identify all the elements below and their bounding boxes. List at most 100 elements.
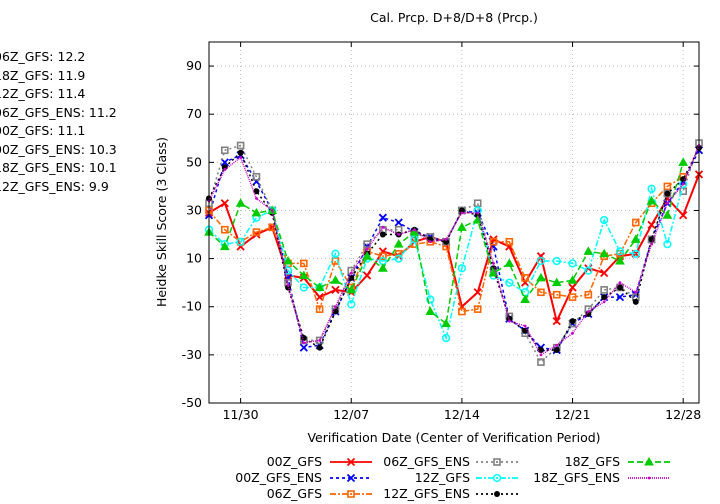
data-point [662,210,673,219]
x-axis-label: Verification Date (Center of Verificatio… [307,430,600,445]
data-point [330,275,341,284]
data-point [678,157,689,166]
legend: 00Z_GFS 06Z_GFS_ENS 18Z_GFS 00Z_GFS_ENS 12Z_… [235,454,670,501]
series-18z-gfs-ens [207,144,701,357]
legend-label: 00Z_GFS [267,454,322,469]
data-point [318,339,322,342]
data-point [537,347,544,354]
data-point [347,490,355,498]
data-point [457,222,467,231]
data-point [536,272,546,282]
data-point [555,343,559,347]
data-point [283,255,293,265]
data-point [394,254,403,263]
x-tick-label: 12/14 [444,407,480,422]
data-point [584,266,593,275]
data-point [298,270,309,279]
data-point [223,168,227,171]
data-point [252,172,261,181]
data-point [663,240,672,249]
data-point [397,233,401,236]
data-point [539,353,543,357]
data-point [458,207,465,214]
data-point [507,319,511,323]
data-point [600,268,609,278]
data-point [552,256,561,266]
data-point [681,182,685,186]
y-tick-label: -10 [182,299,202,314]
data-point [537,288,545,297]
data-point [504,258,515,267]
data-point [634,290,638,294]
data-point [270,209,274,212]
data-point [362,251,372,260]
data-point [363,240,371,248]
data-point [473,305,482,313]
data-point [505,278,514,287]
y-tick-label: -30 [182,347,202,362]
data-point [300,259,308,268]
data-point [441,333,451,343]
data-point [315,305,324,313]
data-point [522,327,529,334]
data-point [378,213,388,222]
data-point [631,249,640,258]
data-point [460,211,464,215]
data-point [314,282,325,291]
data-point [583,246,594,255]
legend-label: 18Z_GFS [565,454,620,469]
series-12z-gfs-ens [206,144,702,354]
data-point [379,252,387,260]
data-point [316,344,323,351]
data-point [521,274,529,282]
data-point [347,300,356,309]
data-point [679,187,687,196]
data-point [599,248,610,258]
score-ranking-item: 12Z_GFS_ENS: 9.9 [0,178,109,194]
data-point [252,228,261,236]
data-point [378,263,388,272]
data-point [426,295,435,304]
data-point [413,228,416,232]
data-point [630,234,641,243]
data-point [473,288,482,297]
legend-label: 00Z_GFS_ENS [235,470,322,485]
data-point [568,259,577,268]
data-point [381,225,385,229]
data-point [647,220,656,230]
y-tick-label: 50 [186,154,202,169]
data-point [458,307,466,316]
data-point [494,491,500,497]
data-point [315,292,324,302]
x-tick-label: 11/30 [223,407,259,422]
legend-label: 12Z_GFS_ENS [383,486,470,501]
data-point [219,241,230,251]
data-point [444,237,448,241]
series-line [208,145,700,356]
data-point [618,281,622,285]
data-point [568,283,577,292]
data-point [567,275,578,284]
data-point [251,207,262,217]
data-point [571,331,574,335]
score-ranking-item: 00Z_GFS: 11.1 [0,123,86,138]
data-point [650,242,653,246]
data-point [331,285,340,295]
data-point [568,293,577,301]
data-point [489,237,498,246]
data-point [255,197,258,200]
data-point [334,305,337,309]
score-ranking-list: 06Z_GFS: 12.2 18Z_GFS: 11.9 12Z_GFS: 11.… [0,48,117,196]
legend-item: 06Z_GFS_ENS [383,454,518,469]
data-point [631,218,640,227]
x-axis: 11/30 12/07 12/14 12/21 12/28 [223,42,701,422]
y-tick-label: 70 [186,106,202,121]
legend-item: 18Z_GFS [565,454,670,469]
data-point [221,146,229,155]
data-point [663,182,672,191]
data-point [492,262,495,265]
y-axis-label: Heidke Skill Score (3 Class) [154,137,169,307]
data-point [615,292,625,302]
data-point [393,239,404,248]
